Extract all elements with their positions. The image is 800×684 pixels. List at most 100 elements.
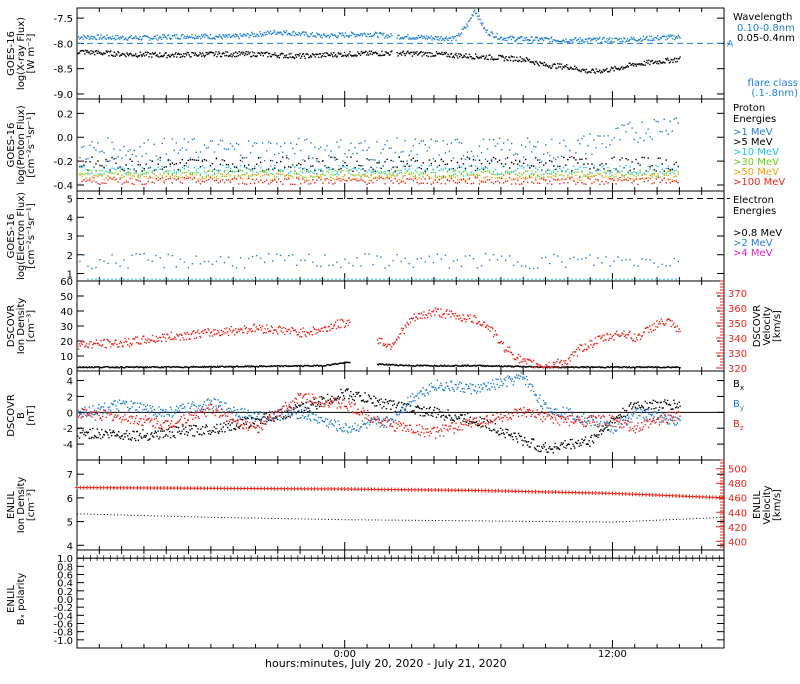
data-point xyxy=(148,178,149,179)
data-point xyxy=(578,347,579,348)
data-point xyxy=(204,144,205,145)
data-point xyxy=(344,174,345,175)
data-point xyxy=(609,338,610,339)
data-point xyxy=(658,158,659,159)
data-point xyxy=(505,181,506,182)
data-point xyxy=(265,332,266,333)
data-point xyxy=(577,171,578,172)
data-point xyxy=(622,68,623,69)
data-point xyxy=(145,164,146,165)
data-point xyxy=(670,171,671,172)
data-point xyxy=(162,166,163,167)
data-point xyxy=(575,152,576,153)
data-point xyxy=(200,173,201,174)
data-point xyxy=(505,349,506,350)
data-point xyxy=(239,330,240,331)
data-point xyxy=(288,177,289,178)
data-point xyxy=(421,36,422,37)
data-point xyxy=(78,348,79,349)
data-point xyxy=(405,175,406,176)
data-point xyxy=(423,183,424,184)
data-point xyxy=(438,315,439,316)
data-point xyxy=(272,180,273,181)
data-point xyxy=(535,179,536,180)
data-point xyxy=(81,344,82,345)
data-point xyxy=(668,134,669,135)
data-point xyxy=(271,56,272,57)
data-point xyxy=(232,146,233,147)
data-point xyxy=(182,172,183,173)
data-point xyxy=(326,145,327,146)
data-point xyxy=(106,347,107,348)
data-point xyxy=(601,176,602,177)
data-point xyxy=(158,180,159,181)
data-point xyxy=(457,167,458,168)
data-point xyxy=(330,157,331,158)
data-point xyxy=(593,345,594,346)
data-point xyxy=(89,179,90,180)
data-point xyxy=(597,135,598,136)
data-point xyxy=(156,178,157,179)
data-point xyxy=(300,329,301,330)
data-point xyxy=(296,144,297,145)
data-point xyxy=(193,52,194,53)
data-point xyxy=(91,36,92,37)
data-point xyxy=(91,347,92,348)
data-point xyxy=(531,361,532,362)
data-point xyxy=(361,51,362,52)
data-point xyxy=(290,53,291,54)
data-point xyxy=(396,166,397,167)
data-point xyxy=(391,346,392,347)
data-point xyxy=(83,146,84,147)
data-point xyxy=(405,169,406,170)
data-point xyxy=(83,50,84,51)
data-point xyxy=(672,179,673,180)
data-point xyxy=(202,36,203,37)
data-point xyxy=(441,40,442,41)
data-point xyxy=(320,36,321,37)
data-point xyxy=(611,338,612,339)
data-point xyxy=(346,323,347,324)
data-point xyxy=(117,35,118,36)
data-point xyxy=(551,171,552,172)
data-point xyxy=(259,31,260,32)
data-point xyxy=(678,171,679,172)
data-point xyxy=(139,254,140,255)
data-point xyxy=(582,39,583,40)
data-point xyxy=(218,36,219,37)
data-point xyxy=(298,138,299,139)
data-point xyxy=(321,35,322,36)
data-point xyxy=(648,60,649,61)
data-point xyxy=(649,178,650,179)
data-point xyxy=(421,140,422,141)
data-point xyxy=(164,54,165,55)
data-point xyxy=(451,311,452,312)
data-point xyxy=(304,180,305,181)
data-point xyxy=(590,40,591,41)
data-point xyxy=(649,64,650,65)
data-point xyxy=(297,34,298,35)
data-point xyxy=(333,52,334,53)
data-point xyxy=(89,37,90,38)
data-point xyxy=(342,179,343,180)
data-point xyxy=(520,56,521,57)
data-point xyxy=(546,365,547,366)
data-point xyxy=(203,34,204,35)
data-point xyxy=(107,175,108,176)
data-point xyxy=(601,166,602,167)
data-point xyxy=(173,56,174,57)
data-point xyxy=(679,37,680,38)
data-point xyxy=(577,169,578,170)
data-point xyxy=(431,177,432,178)
data-point xyxy=(382,34,383,35)
data-point xyxy=(501,173,502,174)
data-point xyxy=(252,174,253,175)
data-point xyxy=(629,122,630,123)
data-point xyxy=(629,259,630,260)
data-point xyxy=(649,325,650,326)
data-point xyxy=(124,338,125,339)
data-point xyxy=(662,321,663,322)
data-point xyxy=(93,180,94,181)
data-point xyxy=(154,144,155,145)
data-point xyxy=(85,169,86,170)
